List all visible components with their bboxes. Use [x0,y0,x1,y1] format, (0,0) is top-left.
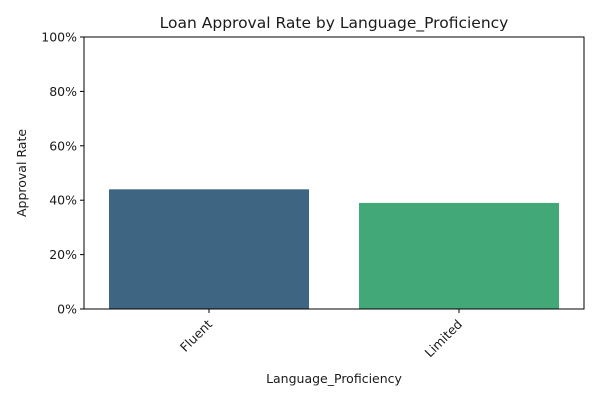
x-axis-ticks: Fluent Limited [177,309,465,360]
y-tick-label: 0% [57,302,77,317]
y-axis-ticks: 0% 20% 40% 60% 80% 100% [41,30,84,317]
y-tick-label: 100% [41,30,77,45]
y-tick-label: 60% [49,138,77,153]
y-tick-label: 80% [49,84,77,99]
y-tick-label: 20% [49,247,77,262]
bar-fluent [109,189,309,309]
plot-frame [83,36,585,310]
y-axis-label: Approval Rate [14,129,29,217]
x-axis-label: Language_Proficiency [266,371,402,386]
bar-limited [359,202,559,309]
bars [109,189,559,309]
chart-title: Loan Approval Rate by Language_Proficien… [160,14,509,33]
y-tick-label: 40% [49,193,77,208]
x-tick-label: Fluent [177,316,215,354]
x-tick-label: Limited [422,317,466,361]
